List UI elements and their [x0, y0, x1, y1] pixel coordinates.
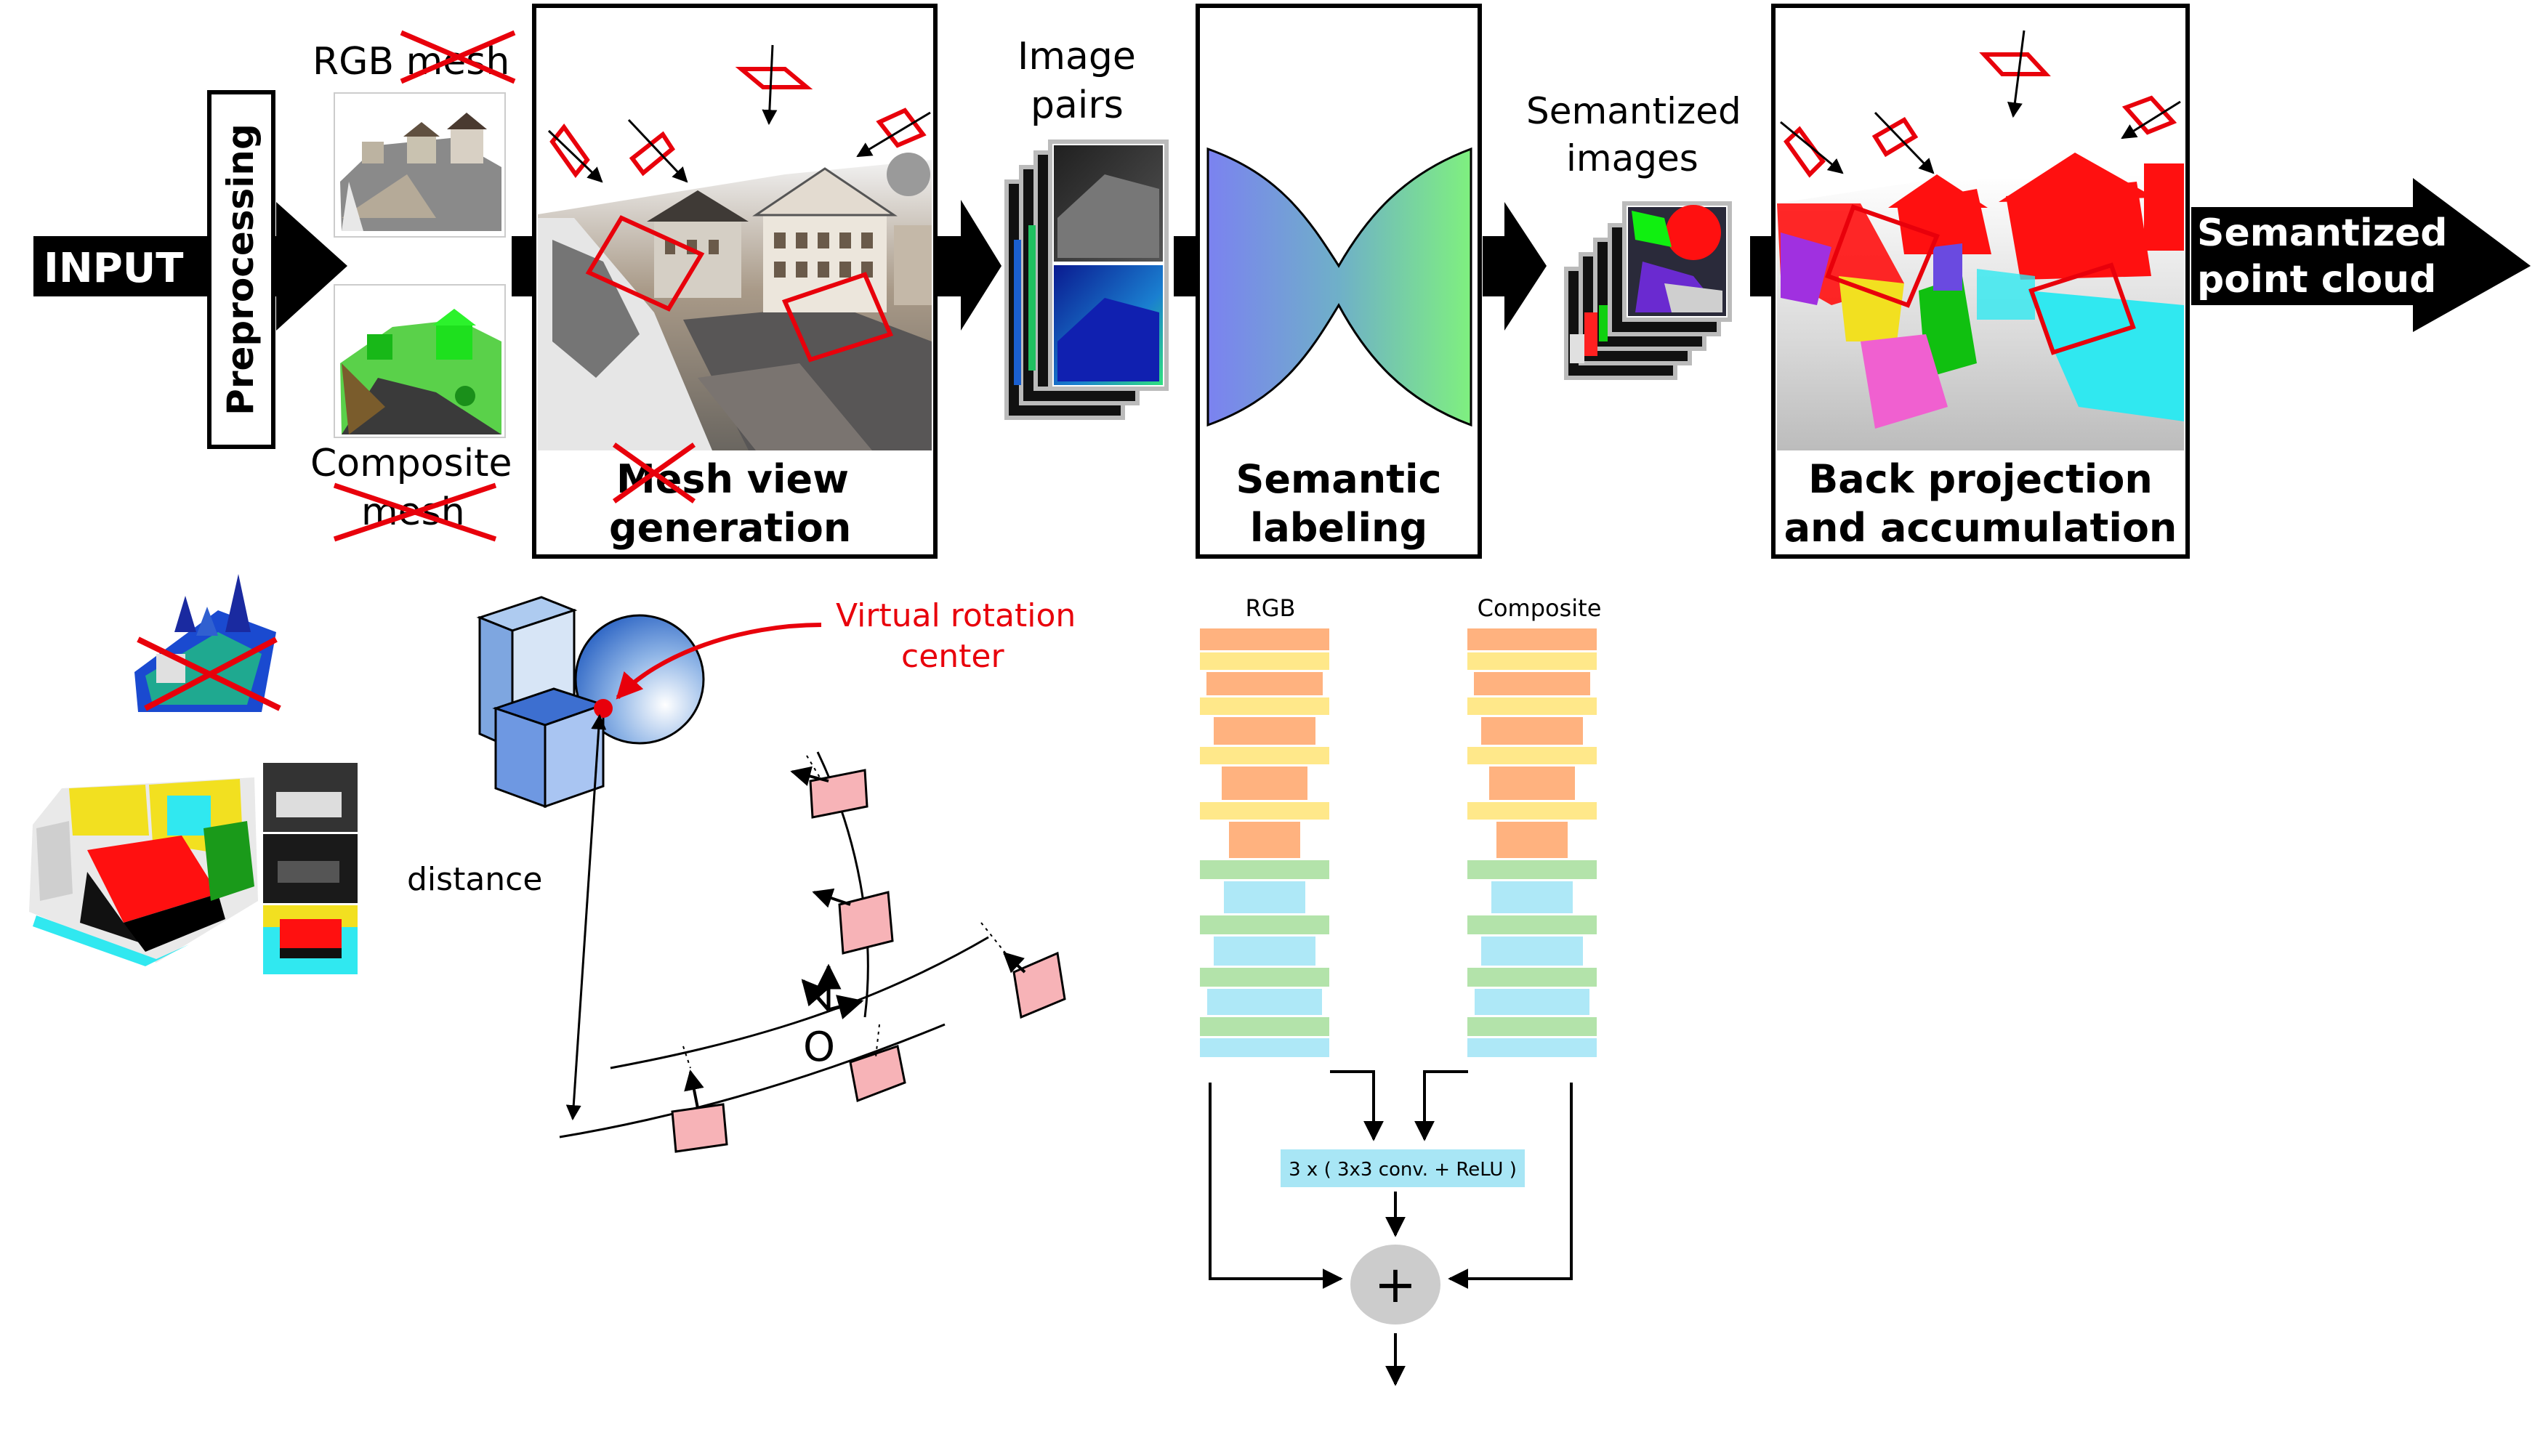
- virtual-rotation-diagram: Virtual rotation center distance: [407, 596, 1076, 1153]
- connector-5: [1750, 236, 1773, 296]
- rgb-mesh-thumbnail: [334, 92, 506, 238]
- layer-cyan-16: [1467, 1038, 1597, 1057]
- layer-yellow-7: [1200, 802, 1329, 820]
- fusion-block-label: 3 x ( 3x3 conv. + ReLU ): [1289, 1159, 1517, 1181]
- layer-yellow-3: [1200, 697, 1329, 715]
- semantized-images-stack: [1564, 201, 1732, 380]
- sum-symbol: +: [1374, 1255, 1417, 1314]
- layer-yellow-3: [1467, 697, 1597, 715]
- composite-branch-label: Composite: [1478, 594, 1602, 622]
- layer-orange-2: [1474, 672, 1590, 695]
- connector-4: [1483, 202, 1547, 331]
- sum-node: [1350, 1245, 1440, 1324]
- layer-green-15: [1467, 1017, 1597, 1036]
- output-label-1: Semantized: [2197, 211, 2447, 255]
- layer-cyan-14: [1475, 989, 1589, 1015]
- preprocessing-label: Preprocessing: [219, 124, 262, 416]
- fusion-network-diagram: RGB Composite 3 x ( 3x3 conv. + ReLU ) +: [1200, 594, 1602, 1386]
- layer-orange-6: [1222, 767, 1307, 800]
- origin-label: O: [803, 1024, 835, 1071]
- layer-yellow-7: [1467, 802, 1597, 820]
- layer-green-15: [1200, 1017, 1329, 1036]
- layer-orange-4: [1481, 717, 1583, 745]
- back-projection-label-1: Back projection: [1808, 456, 2153, 502]
- layer-cyan-12: [1481, 937, 1583, 966]
- output-label-2: point cloud: [2197, 258, 2436, 302]
- rgb-encoder-branch: [1200, 628, 1329, 1057]
- connector-1: [512, 236, 534, 296]
- distance-label: distance: [407, 861, 542, 898]
- layer-green-13: [1200, 968, 1329, 987]
- back-projection-box: Back projection and accumulation: [1771, 4, 2190, 559]
- layer-green-11: [1467, 915, 1597, 934]
- layer-orange-6: [1489, 767, 1575, 800]
- layer-cyan-12: [1214, 937, 1315, 966]
- layer-orange-8: [1229, 822, 1300, 858]
- layer-orange-4: [1214, 717, 1315, 745]
- layer-orange-8: [1496, 822, 1568, 858]
- input-arrow: INPUT: [33, 202, 347, 331]
- semantized-images-label-2: images: [1566, 137, 1698, 179]
- layer-green-13: [1467, 968, 1597, 987]
- connector-2: [938, 200, 1001, 331]
- rgb-branch-label: RGB: [1246, 594, 1296, 622]
- output-arrow: Semantized point cloud: [2191, 178, 2531, 332]
- mesh-view-label-2: generation: [609, 505, 851, 551]
- layer-green-9: [1467, 860, 1597, 879]
- mesh-view-generation-box: Mesh view generation: [532, 4, 938, 559]
- preprocessing-box: Preprocessing: [207, 90, 275, 449]
- crossed-out-mesh-example: [134, 574, 281, 712]
- semantic-labeling-label-2: labeling: [1250, 505, 1427, 551]
- mesh-view-cross: [612, 442, 696, 503]
- image-pairs-label-1: Image: [1017, 35, 1136, 78]
- layer-orange-0: [1200, 628, 1329, 650]
- virtual-rotation-label-2: center: [901, 638, 1004, 675]
- layer-cyan-10: [1491, 881, 1573, 913]
- connector-3: [1174, 236, 1198, 296]
- fusion-block: [1281, 1149, 1525, 1187]
- mesh-view-label-1: Mesh view: [616, 456, 849, 502]
- layer-yellow-5: [1467, 747, 1597, 764]
- image-pairs-label-2: pairs: [1031, 84, 1124, 127]
- indoor-image-pairs: [263, 763, 358, 974]
- layer-yellow-5: [1200, 747, 1329, 764]
- layer-orange-0: [1467, 628, 1597, 650]
- layer-green-11: [1200, 915, 1329, 934]
- layer-cyan-14: [1207, 989, 1322, 1015]
- rgb-mesh-cross: [400, 30, 516, 84]
- composite-encoder-branch: [1467, 628, 1597, 1057]
- indoor-scene-example: [29, 777, 258, 966]
- layer-orange-2: [1206, 672, 1323, 695]
- composite-mesh-cross: [333, 482, 497, 542]
- layer-yellow-1: [1200, 652, 1329, 670]
- semantic-labeling-box: Semantic labeling: [1196, 4, 1482, 559]
- layer-cyan-16: [1200, 1038, 1329, 1057]
- layer-green-9: [1200, 860, 1329, 879]
- semantized-images-label-1: Semantized: [1526, 90, 1741, 132]
- layer-cyan-10: [1224, 881, 1305, 913]
- layer-yellow-1: [1467, 652, 1597, 670]
- composite-mesh-thumbnail: [334, 284, 506, 438]
- semantic-labeling-label-1: Semantic: [1236, 456, 1442, 502]
- image-pairs-stack: [1004, 139, 1169, 420]
- composite-mesh-label-1: Composite: [310, 442, 512, 485]
- back-projection-label-2: and accumulation: [1784, 505, 2177, 551]
- virtual-rotation-label-1: Virtual rotation: [836, 597, 1076, 634]
- input-label: INPUT: [44, 245, 183, 292]
